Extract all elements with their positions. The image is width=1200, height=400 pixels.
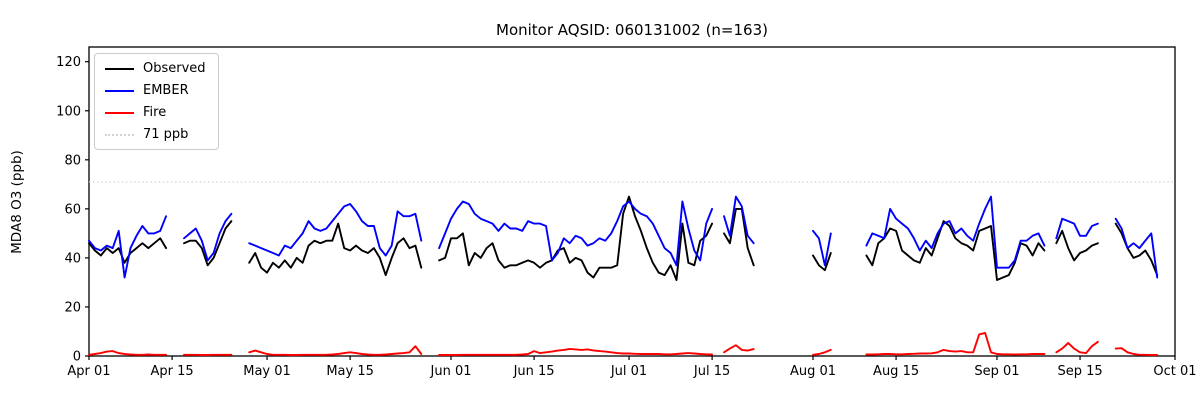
x-tick-label: Jul 01 [610,364,647,379]
y-tick-label: 60 [64,202,81,217]
series-observed-line [723,207,755,267]
axis-ticks: Apr 01 Apr 15 May 01 May 15 Jun 01 Jun 15 Jul … [56,55,1196,379]
x-tick-label: Apr 01 [67,364,110,379]
series-ember-line [812,229,832,267]
series-fire-line [723,344,755,354]
series-fire-line [88,350,168,356]
legend-item-ember: EMBER [105,83,206,98]
y-tick-label: 0 [73,350,81,365]
series-ember-line [438,200,714,267]
x-tick-label: Aug 01 [790,364,836,379]
x-tick-label: Sep 01 [974,364,1019,379]
x-tick-label: May 15 [326,364,374,379]
y-tick-label: 120 [56,55,81,70]
y-tick-label: 20 [64,300,81,315]
x-tick-label: Jul 15 [693,364,730,379]
series-observed-line [865,220,1046,281]
plot-frame [88,46,1176,357]
y-tick-label: 40 [64,251,81,266]
legend-line-swatch [105,111,134,114]
series-ember-line [723,195,755,245]
legend: Observed EMBER Fire 71 ppb [94,53,219,150]
legend-item-71-ppb: 71 ppb [105,127,206,142]
y-tick-label: 100 [56,104,81,119]
series-ember-line [248,203,423,257]
y-tick-label: 80 [64,153,81,168]
x-tick-label: Oct 01 [1153,364,1196,379]
series-fire-line [812,348,832,356]
series-observed-line [1114,222,1159,277]
legend-line-swatch [105,89,134,92]
series-lines-group [88,195,1159,356]
series-fire-line [1114,347,1159,356]
series-fire-line [1055,340,1099,355]
x-tick-label: Sep 15 [1057,364,1102,379]
series-observed-line [1055,229,1099,262]
legend-item-observed: Observed [105,61,206,76]
x-tick-label: Aug 15 [873,364,919,379]
x-tick-label: Apr 15 [150,364,193,379]
series-fire-line [438,347,714,356]
series-ember-line [88,215,168,279]
series-observed-line [183,220,233,267]
x-tick-label: Jun 15 [513,364,555,379]
chart-title: Monitor AQSID: 060131002 (n=163) [496,21,768,39]
series-ember-line [865,195,1046,269]
legend-label: Observed [143,61,206,76]
y-axis-label: MDA8 O3 (ppb) [9,150,25,254]
x-tick-label: Jun 01 [430,364,472,379]
series-observed-line [812,252,832,272]
series-ember-line [183,212,233,262]
series-fire-line [865,331,1046,356]
series-ember-line [1055,217,1099,240]
series-observed-line [88,237,168,264]
series-fire-line [248,345,423,356]
x-tick-label: May 01 [243,364,291,379]
legend-line-swatch [105,67,134,70]
series-observed-line [438,195,714,281]
legend-item-fire: Fire [105,105,206,120]
legend-label: Fire [143,105,167,120]
legend-line-swatch [105,133,134,136]
legend-label: EMBER [143,83,189,98]
series-observed-line [248,222,423,277]
legend-label: 71 ppb [143,127,189,142]
series-ember-line [1114,217,1159,279]
